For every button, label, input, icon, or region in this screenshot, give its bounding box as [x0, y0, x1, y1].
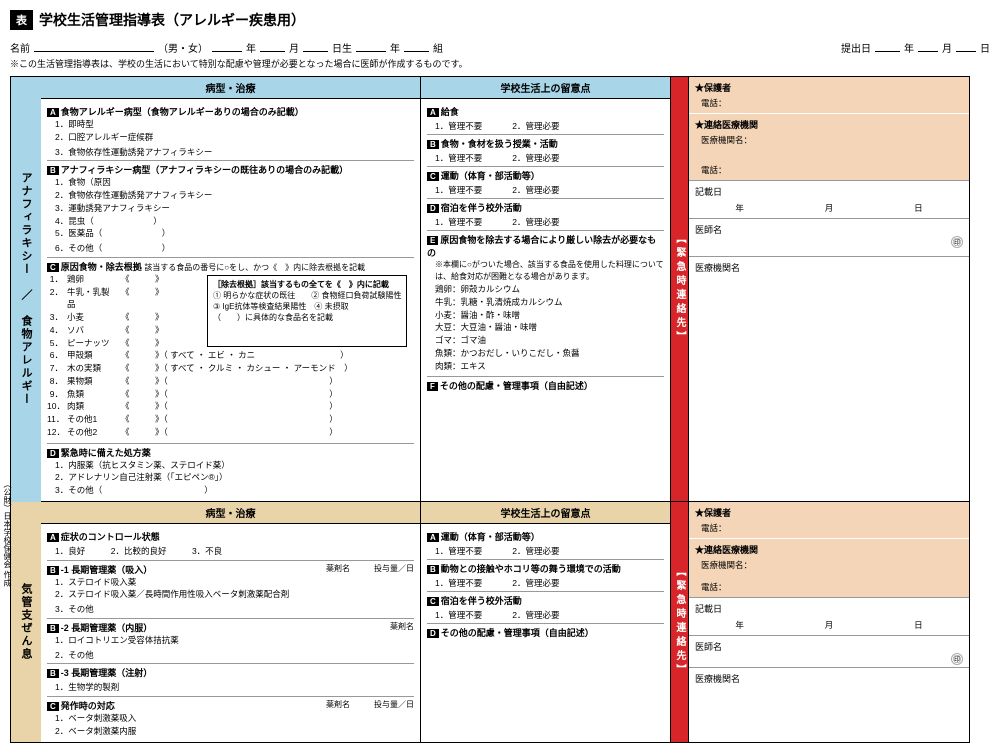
section1-col1: 病型・治療 A食物アレルギー病型（食物アレルギーありの場合のみ記載） 1．即時型…: [41, 77, 421, 501]
submit-label: 提出日: [841, 40, 871, 55]
grade-class-field[interactable]: [404, 38, 429, 52]
month-field[interactable]: [260, 38, 285, 52]
note: ※この生活管理指導表は、学校の生活において特別な配慮や管理が必要となった場合に医…: [10, 57, 990, 70]
day-field[interactable]: [303, 38, 328, 52]
year-field[interactable]: [212, 38, 242, 52]
name-field[interactable]: [34, 38, 154, 52]
col1-header: 病型・治療: [41, 77, 420, 99]
title-row: 表 学校生活管理指導表（アレルギー疾患用）: [10, 10, 990, 30]
side-label-asthma: 気管支ぜん息: [11, 502, 41, 742]
main-title: 学校生活管理指導表（アレルギー疾患用）: [39, 10, 305, 30]
emergency-label-1: 【緊急時連絡先】: [671, 77, 689, 501]
credit: （公財）日本学校保健会 作成: [2, 480, 13, 586]
stamp-icon: ㊞: [951, 653, 963, 665]
grade-year-field[interactable]: [356, 38, 386, 52]
main-grid: アナフィラキシー ／ 食物アレルギー 病型・治療 A食物アレルギー病型（食物アレ…: [10, 76, 970, 743]
section1-body: 病型・治療 A食物アレルギー病型（食物アレルギーありの場合のみ記載） 1．即時型…: [41, 77, 969, 502]
contact-col-2: ★保護者 電話： ★連絡医療機関 医療機関名： 電話： 記載日 年月日 医師名 …: [689, 502, 969, 742]
side-label-allergy: アナフィラキシー ／ 食物アレルギー: [11, 77, 41, 502]
name-label: 名前: [10, 40, 30, 55]
section2-col1: 病型・治療 A症状のコントロール状態 1．良好 2．比較的良好 3．不良 B-1…: [41, 502, 421, 742]
gender: （男・女）: [158, 40, 208, 55]
section2-col2: 学校生活上の留意点 A運動（体育・部活動等） 1．管理不要2．管理必要 B動物と…: [421, 502, 671, 742]
info-row: 名前 （男・女） 年 月 日生 年 組 提出日 年 月 日: [10, 38, 990, 55]
col2-header: 学校生活上の留意点: [421, 77, 670, 99]
section1-col2: 学校生活上の留意点 A給食 1．管理不要2．管理必要 B食物・食材を扱う授業・活…: [421, 77, 671, 501]
legend-box: ［除去根拠］該当するもの全てを《 》内に記載 ① 明らかな症状の既往 ② 食物経…: [207, 275, 407, 348]
title-badge: 表: [10, 10, 33, 30]
stamp-icon: ㊞: [951, 236, 963, 248]
section2-body: 病型・治療 A症状のコントロール状態 1．良好 2．比較的良好 3．不良 B-1…: [41, 502, 969, 742]
contact-col-1: ★保護者 電話： ★連絡医療機関 医療機関名： 電話： 記載日 年月日 医師名 …: [689, 77, 969, 501]
emergency-label-2: 【緊急時連絡先】: [671, 502, 689, 742]
